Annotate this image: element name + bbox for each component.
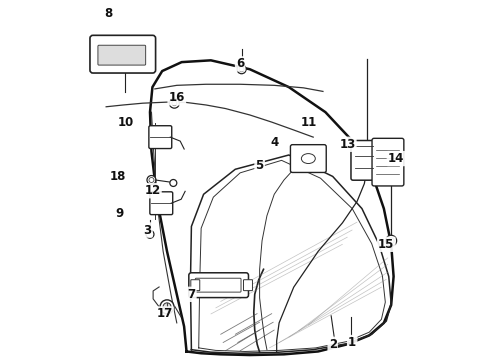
Text: 10: 10	[118, 116, 134, 129]
Ellipse shape	[170, 180, 177, 186]
FancyBboxPatch shape	[372, 138, 404, 186]
Text: 17: 17	[156, 307, 173, 320]
Ellipse shape	[170, 98, 179, 108]
Ellipse shape	[237, 65, 246, 74]
FancyBboxPatch shape	[149, 126, 172, 149]
FancyBboxPatch shape	[90, 35, 156, 73]
Text: 7: 7	[187, 288, 196, 301]
Text: 13: 13	[339, 138, 355, 151]
Text: 9: 9	[115, 207, 123, 220]
Text: 18: 18	[110, 170, 126, 183]
Text: 5: 5	[255, 159, 264, 172]
FancyBboxPatch shape	[191, 280, 200, 291]
Text: 4: 4	[270, 136, 278, 149]
FancyBboxPatch shape	[244, 280, 252, 291]
Text: 16: 16	[169, 91, 185, 104]
Text: 12: 12	[144, 184, 161, 197]
Text: 3: 3	[144, 224, 151, 237]
Text: 1: 1	[348, 336, 356, 349]
Ellipse shape	[146, 230, 154, 238]
Text: 6: 6	[236, 57, 244, 71]
Ellipse shape	[160, 300, 174, 314]
Ellipse shape	[147, 176, 156, 184]
Text: 8: 8	[104, 8, 113, 21]
Text: 11: 11	[300, 116, 317, 129]
Text: 14: 14	[388, 152, 404, 165]
FancyBboxPatch shape	[189, 273, 248, 298]
FancyBboxPatch shape	[351, 140, 377, 180]
Ellipse shape	[163, 303, 171, 311]
FancyBboxPatch shape	[291, 145, 326, 172]
FancyBboxPatch shape	[98, 45, 146, 65]
Ellipse shape	[386, 235, 396, 246]
FancyBboxPatch shape	[150, 192, 172, 215]
Text: 2: 2	[329, 338, 337, 351]
Text: 15: 15	[378, 238, 394, 251]
